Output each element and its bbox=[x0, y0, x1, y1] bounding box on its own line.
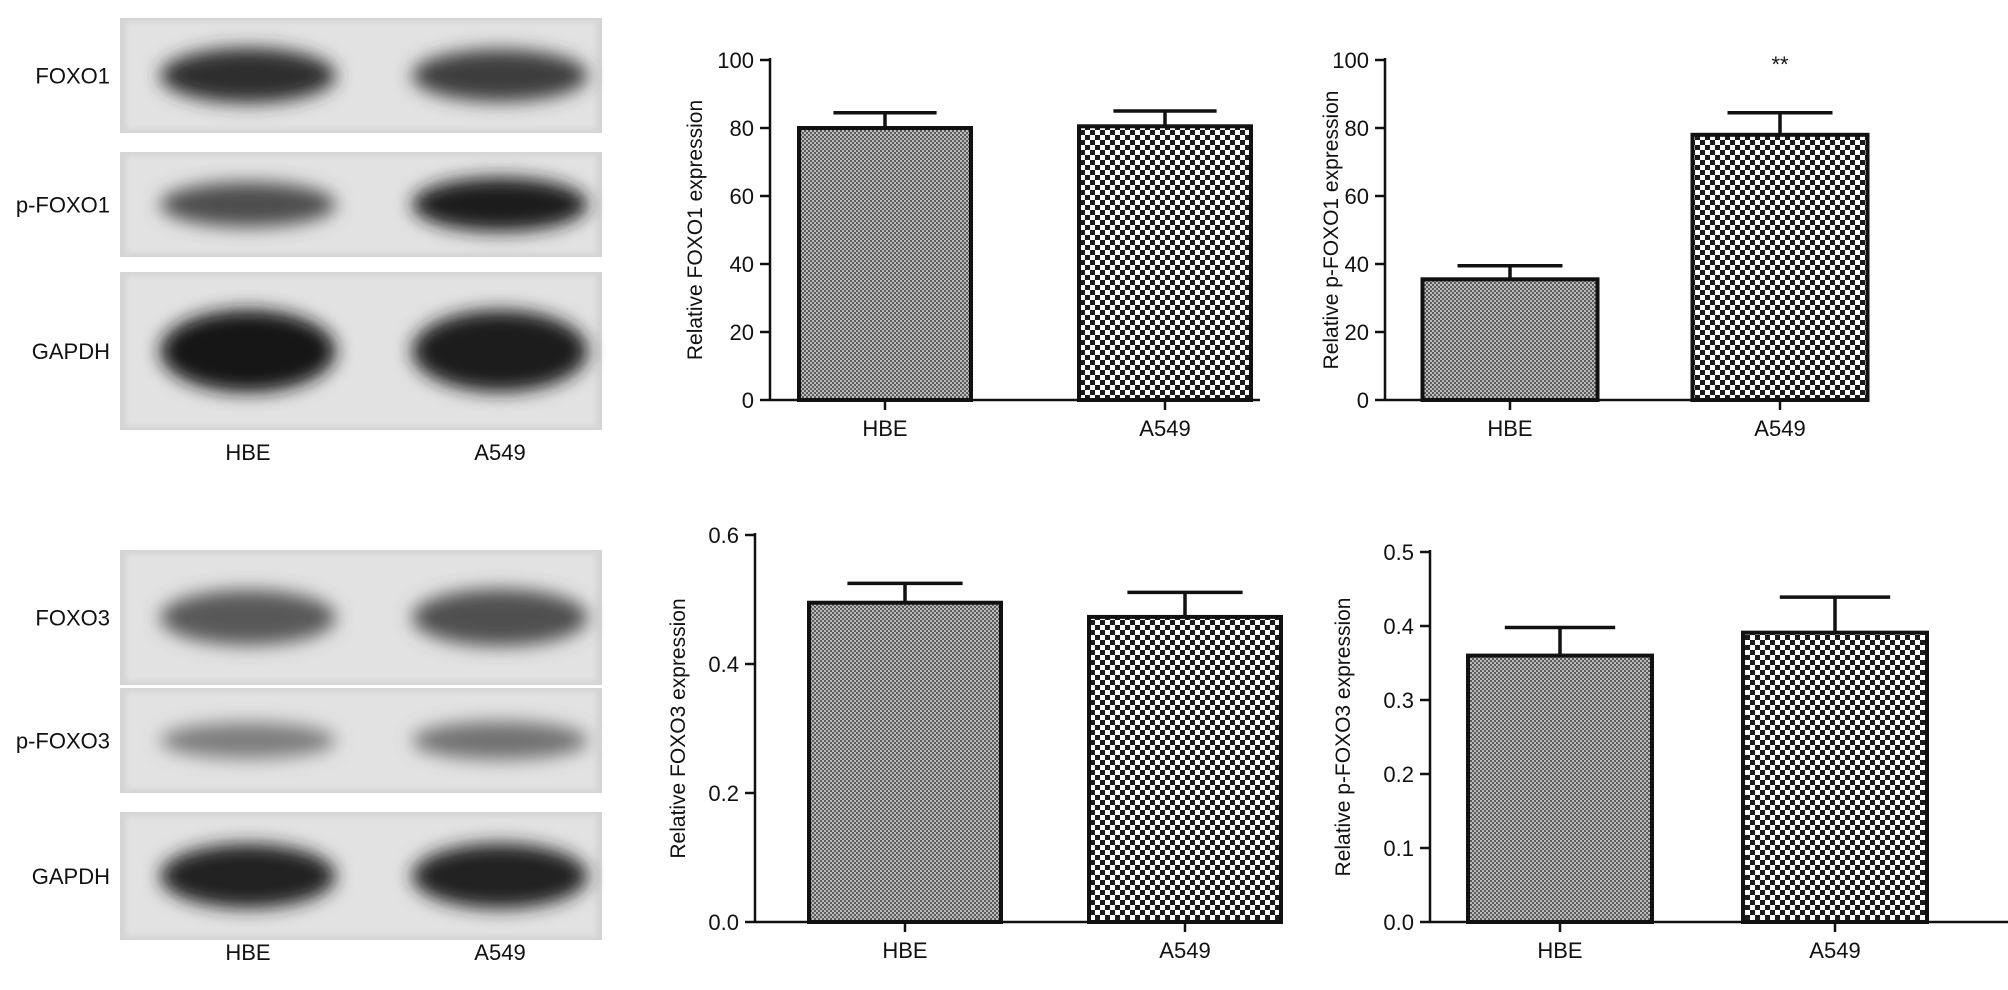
chart-p-foxo1-expression: 0 20 40 60 80 100 Relative p-FOXO1 expression H… bbox=[1320, 48, 1870, 441]
bar-a549 bbox=[1087, 614, 1283, 924]
bar-hbe bbox=[797, 126, 973, 402]
x-tick-label: HBE bbox=[862, 416, 907, 441]
y-tick-label: 0.1 bbox=[1383, 836, 1414, 861]
y-tick-label: 80 bbox=[730, 116, 754, 141]
bar-a549 bbox=[1077, 124, 1253, 403]
blot-row-gapdh: GAPDH bbox=[32, 272, 602, 430]
y-tick-label: 0.4 bbox=[1383, 614, 1414, 639]
blot-row-label: p-FOXO3 bbox=[16, 729, 110, 754]
blot-band-a549 bbox=[412, 843, 588, 909]
y-tick-label: 60 bbox=[1345, 184, 1369, 209]
blot-band-a549 bbox=[412, 588, 588, 647]
blot-band-hbe bbox=[160, 47, 336, 104]
blot-band-a549 bbox=[412, 49, 588, 102]
y-tick-label: 0.0 bbox=[1383, 910, 1414, 935]
blot-row-foxo3: FOXO3 bbox=[35, 550, 602, 685]
y-tick-label: 40 bbox=[730, 252, 754, 277]
y-tick-label: 40 bbox=[1345, 252, 1369, 277]
blot-row-p-foxo3: p-FOXO3 bbox=[16, 688, 602, 793]
blot-row-label: GAPDH bbox=[32, 339, 110, 364]
y-tick-label: 100 bbox=[1332, 48, 1369, 73]
y-axis-label: Relative p-FOXO1 expression bbox=[1320, 91, 1343, 370]
blot-band-hbe bbox=[160, 182, 336, 227]
y-tick-label: 0.5 bbox=[1383, 540, 1414, 565]
chart-foxo3-expression: 0.0 0.2 0.4 0.6 Relative FOXO3 expression HBE… bbox=[667, 523, 1283, 963]
y-tick-label: 80 bbox=[1345, 116, 1369, 141]
blot-band-hbe bbox=[160, 722, 336, 759]
y-tick-label: 0.2 bbox=[1383, 762, 1414, 787]
y-tick-label: 0.2 bbox=[708, 781, 739, 806]
y-tick-label: 0.0 bbox=[708, 910, 739, 935]
blot-row-p-foxo1: p-FOXO1 bbox=[16, 152, 602, 257]
bar-a549 bbox=[1741, 630, 1929, 924]
blot-band-a549 bbox=[412, 721, 588, 760]
y-tick-label: 20 bbox=[1345, 320, 1369, 345]
blot-band-hbe bbox=[160, 843, 336, 909]
blot-lane-label-a549: A549 bbox=[474, 940, 525, 965]
x-tick-label: A549 bbox=[1139, 416, 1190, 441]
bar-hbe bbox=[1420, 277, 1600, 402]
blot-row-gapdh: GAPDH bbox=[32, 812, 602, 940]
blot-band-hbe bbox=[160, 589, 336, 646]
blot-row-label: p-FOXO1 bbox=[16, 193, 110, 218]
blot-row-label: FOXO3 bbox=[35, 606, 110, 631]
y-axis-label: Relative FOXO3 expression bbox=[667, 598, 690, 858]
y-tick-label: 100 bbox=[717, 48, 754, 73]
blot-row-foxo1: FOXO1 bbox=[35, 18, 602, 133]
x-tick-label: A549 bbox=[1159, 938, 1210, 963]
blot-lane-label-hbe: HBE bbox=[225, 940, 270, 965]
y-tick-label: 20 bbox=[730, 320, 754, 345]
blot-panel-foxo1: FOXO1 p-FOXO1 GAPDH HBE A549 bbox=[16, 18, 602, 465]
y-axis-label: Relative FOXO1 expression bbox=[684, 100, 707, 360]
significance-marker: ** bbox=[1771, 52, 1789, 77]
chart-foxo1-expression: 0 20 40 60 80 100 Relative FOXO1 expression HBE… bbox=[684, 48, 1260, 441]
blot-band-a549 bbox=[412, 310, 588, 392]
y-tick-label: 0 bbox=[742, 388, 754, 413]
western-blot-figure: FOXO1 p-FOXO1 GAPDH HBE A549 FOXO3 p-FOXO3 GAP… bbox=[16, 18, 602, 965]
bar-hbe bbox=[1466, 653, 1654, 924]
y-axis-label: Relative p-FOXO3 expression bbox=[1332, 598, 1355, 877]
y-tick-label: 0.3 bbox=[1383, 688, 1414, 713]
y-tick-label: 0.6 bbox=[708, 523, 739, 548]
x-tick-label: HBE bbox=[1537, 938, 1582, 963]
x-tick-label: A549 bbox=[1809, 938, 1860, 963]
bar-a549 bbox=[1690, 132, 1870, 403]
blot-lane-label-a549: A549 bbox=[474, 440, 525, 465]
blot-band-a549 bbox=[412, 177, 588, 232]
blot-row-label: GAPDH bbox=[32, 864, 110, 889]
bar-hbe bbox=[807, 600, 1003, 924]
x-tick-label: HBE bbox=[882, 938, 927, 963]
y-tick-label: 60 bbox=[730, 184, 754, 209]
x-tick-label: A549 bbox=[1754, 416, 1805, 441]
blot-lane-label-hbe: HBE bbox=[225, 440, 270, 465]
y-tick-label: 0 bbox=[1357, 388, 1369, 413]
y-tick-label: 0.4 bbox=[708, 652, 739, 677]
x-tick-label: HBE bbox=[1487, 416, 1532, 441]
chart-p-foxo3-expression: 0.0 0.1 0.2 0.3 0.4 0.5 Relative p-FOXO3 expre… bbox=[1332, 540, 2008, 963]
blot-band-hbe bbox=[160, 309, 336, 393]
blot-panel-foxo3: FOXO3 p-FOXO3 GAPDH HBE A549 bbox=[16, 550, 602, 965]
blot-row-label: FOXO1 bbox=[35, 64, 110, 89]
